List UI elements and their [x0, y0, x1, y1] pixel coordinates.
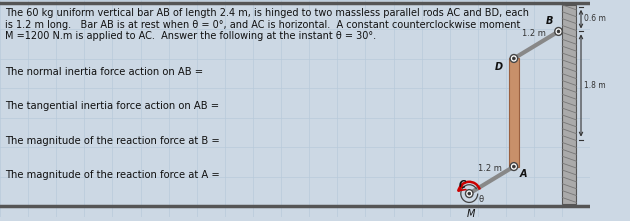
Circle shape [510, 163, 518, 170]
Text: θ: θ [479, 195, 484, 204]
Text: 0.6 m: 0.6 m [584, 14, 605, 23]
Text: A: A [520, 169, 527, 179]
Text: C: C [459, 180, 466, 190]
Circle shape [468, 192, 471, 195]
Text: The magnitude of the reaction force at B =: The magnitude of the reaction force at B… [4, 136, 219, 146]
Circle shape [555, 27, 562, 35]
Circle shape [510, 55, 518, 62]
Text: D: D [495, 62, 503, 72]
Text: The normal inertia force action on AB =: The normal inertia force action on AB = [4, 67, 203, 77]
Text: The magnitude of the reaction force at A =: The magnitude of the reaction force at A… [4, 170, 219, 180]
Text: M =1200 N.m is applied to AC.  Answer the following at the instant θ = 30°.: M =1200 N.m is applied to AC. Answer the… [4, 31, 376, 42]
Circle shape [512, 165, 515, 168]
Text: The 60 kg uniform vertical bar AB of length 2.4 m, is hinged to two massless par: The 60 kg uniform vertical bar AB of len… [4, 8, 529, 18]
Text: 1.2 m: 1.2 m [478, 164, 501, 173]
Text: 1.8 m: 1.8 m [584, 81, 605, 90]
Bar [562, 5, 576, 204]
Circle shape [466, 190, 473, 198]
Text: is 1.2 m long.   Bar AB is at rest when θ = 0°, and AC is horizontal.  A constan: is 1.2 m long. Bar AB is at rest when θ … [4, 20, 520, 30]
Circle shape [512, 57, 515, 60]
Polygon shape [509, 59, 518, 167]
Text: M: M [467, 209, 475, 219]
Circle shape [557, 30, 560, 33]
Text: B: B [546, 15, 553, 26]
Text: 1.2 m: 1.2 m [522, 29, 546, 38]
Text: The tangential inertia force action on AB =: The tangential inertia force action on A… [4, 101, 219, 111]
